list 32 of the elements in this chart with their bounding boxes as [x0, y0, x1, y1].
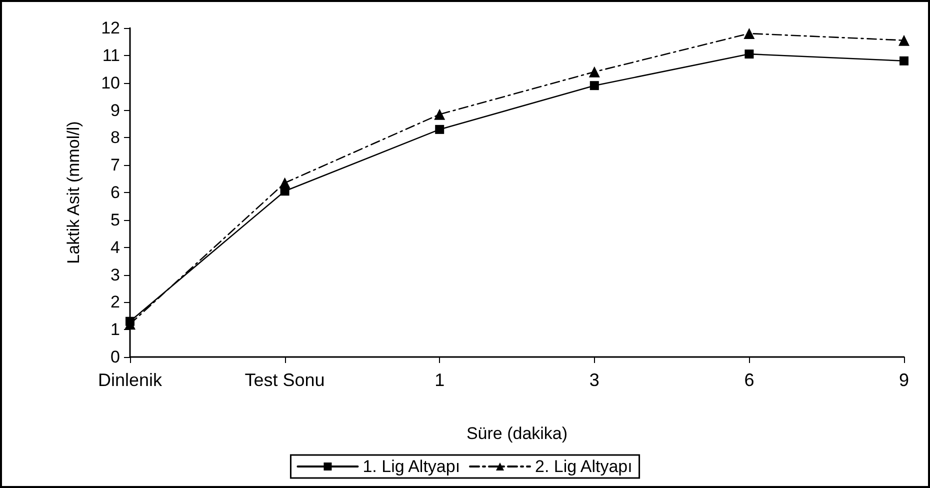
- x-axis-title: Süre (dakika): [466, 424, 568, 443]
- y-tick-label: 7: [110, 156, 120, 175]
- point: [898, 34, 910, 46]
- y-tick-label: 5: [110, 210, 120, 230]
- x-tick-label: Dinlenik: [98, 370, 164, 390]
- y-tick-label: 12: [101, 18, 120, 38]
- point: [435, 124, 444, 134]
- point: [434, 108, 446, 120]
- legend-label: 2. Lig Altyapı: [535, 457, 632, 476]
- point: [900, 56, 908, 66]
- point: [279, 177, 290, 188]
- x-tick-label: Test Sonu: [244, 370, 325, 390]
- y-tick-label: 1: [110, 320, 120, 340]
- y-tick-label: 6: [110, 183, 120, 202]
- x-tick-label: 9: [898, 370, 910, 390]
- x-tick-label: 1: [434, 370, 445, 390]
- y-tick-label: 8: [110, 128, 120, 148]
- y-axis-title: Laktik Asit (mmol/l): [64, 121, 83, 264]
- point: [590, 81, 599, 90]
- point: [588, 66, 600, 78]
- y-tick-label: 9: [110, 100, 120, 120]
- point: [744, 50, 754, 59]
- y-tick-label: 10: [101, 73, 120, 92]
- y-tick-label: 2: [110, 292, 120, 312]
- x-tick-label: 6: [744, 370, 754, 390]
- y-tick-label: 4: [110, 238, 120, 257]
- legend-label: 1. Lig Altyapı: [362, 457, 460, 476]
- y-tick-label: 0: [110, 348, 120, 366]
- point: [744, 28, 755, 39]
- x-tick-label: 3: [589, 370, 600, 390]
- y-tick-label: 3: [110, 265, 120, 284]
- y-tick-label: 11: [102, 46, 120, 65]
